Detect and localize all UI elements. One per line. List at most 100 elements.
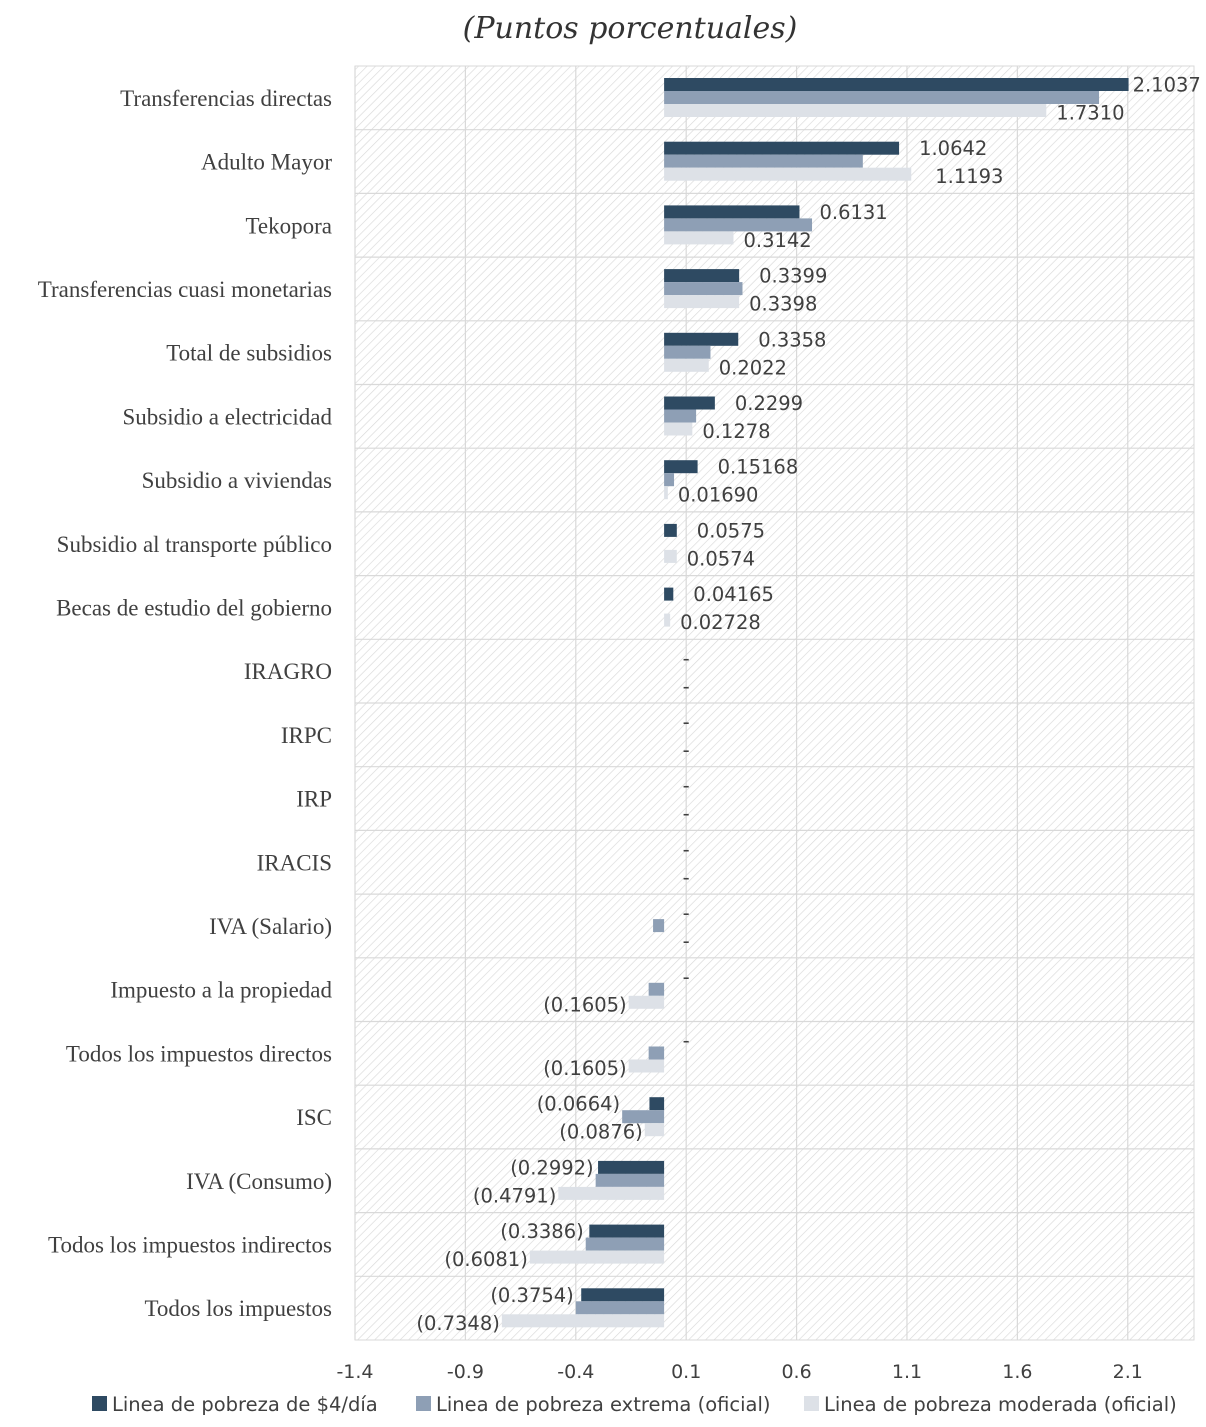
data-label: 0.0574 <box>687 547 755 570</box>
bar <box>501 1314 665 1328</box>
data-label: (0.4791) <box>473 1184 556 1207</box>
data-label: 0.02728 <box>680 611 761 634</box>
bar <box>648 982 665 996</box>
bar <box>628 1059 665 1073</box>
data-label: - <box>683 774 690 797</box>
category-label: Transferencias cuasi monetarias <box>38 277 332 302</box>
bar <box>664 549 677 563</box>
data-label: (0.2992) <box>510 1156 593 1179</box>
data-label: 0.3358 <box>758 328 826 351</box>
x-axis-ticks: -1.4 -0.9 -0.4 0.1 0.6 1.1 1.6 2.1 <box>336 1361 1142 1383</box>
category-label: IRACIS <box>257 850 332 875</box>
category-label: Total de subsidios <box>166 341 332 366</box>
data-label: 0.15168 <box>718 456 799 479</box>
category-label: Subsidio al transporte público <box>57 532 332 557</box>
data-label: 0.3399 <box>759 265 827 288</box>
data-label: (0.3754) <box>490 1284 573 1307</box>
data-label: - <box>683 711 690 734</box>
chart-subtitle: (Puntos porcentuales) <box>463 11 798 46</box>
bar <box>664 218 813 232</box>
bar <box>581 1288 665 1302</box>
data-label: (0.7348) <box>416 1312 499 1335</box>
category-label: Impuesto a la propiedad <box>110 978 332 1003</box>
legend: Linea de pobreza de $4/día Linea de pobre… <box>92 1393 1177 1416</box>
bar <box>653 919 665 933</box>
data-label: - <box>683 838 690 861</box>
category-label: IRPC <box>281 723 332 748</box>
x-tick-label: -1.4 <box>336 1361 373 1383</box>
category-label: Becas de estudio del gobierno <box>56 595 332 620</box>
category-labels: Transferencias directas Adulto Mayor Tekop… <box>38 86 333 1321</box>
data-label: 2.1037 <box>1133 74 1201 97</box>
category-label: Todos los impuestos indirectos <box>48 1232 332 1257</box>
bar <box>664 141 900 155</box>
data-label: (0.0664) <box>537 1093 620 1116</box>
data-label: 0.6131 <box>819 201 887 224</box>
bar <box>558 1186 665 1200</box>
x-tick-label: 0.6 <box>781 1361 811 1383</box>
data-label: 1.7310 <box>1056 102 1124 125</box>
data-label: - <box>683 965 690 988</box>
bar <box>664 332 739 346</box>
x-tick-label: 0.1 <box>671 1361 701 1383</box>
bar <box>664 473 675 487</box>
bar <box>664 523 677 537</box>
bar <box>644 1123 665 1137</box>
data-label: - <box>683 930 690 953</box>
bar <box>664 460 698 474</box>
bar <box>664 154 863 168</box>
category-label: Todos los impuestos directos <box>66 1041 332 1066</box>
data-label: (0.6081) <box>444 1248 527 1271</box>
bar <box>622 1110 665 1124</box>
bar <box>664 613 671 627</box>
data-label: (0.3386) <box>500 1220 583 1243</box>
category-label: ISC <box>296 1105 332 1130</box>
data-label: 1.1193 <box>935 165 1003 188</box>
bar <box>664 205 800 219</box>
gridlines <box>354 66 1194 1340</box>
x-tick-label: -0.9 <box>447 1361 484 1383</box>
data-label: (0.1605) <box>543 993 626 1016</box>
data-label: (0.0876) <box>559 1121 642 1144</box>
bar <box>664 282 743 296</box>
legend-label: Linea de pobreza extrema (oficial) <box>436 1393 771 1416</box>
data-label: 1.0642 <box>919 137 987 160</box>
data-label: 0.04165 <box>693 583 774 606</box>
data-label: - <box>683 675 690 698</box>
data-label: - <box>683 866 690 889</box>
category-label: Subsidio a viviendas <box>142 468 332 493</box>
bar <box>664 486 668 500</box>
bar <box>664 231 734 245</box>
bars <box>501 78 1129 1328</box>
data-label: 0.01690 <box>678 484 759 507</box>
bar <box>664 167 912 181</box>
category-label: IVA (Salario) <box>209 914 332 939</box>
bar <box>664 345 711 359</box>
bar <box>589 1224 665 1238</box>
category-label: Tekopora <box>245 213 332 238</box>
legend-label: Linea de pobreza moderada (oficial) <box>824 1393 1177 1416</box>
category-label: Subsidio a electricidad <box>123 404 333 429</box>
category-label: IVA (Consumo) <box>186 1169 332 1194</box>
bar <box>664 396 715 410</box>
category-label: Todos los impuestos <box>144 1296 332 1321</box>
bar <box>585 1237 665 1251</box>
bar <box>664 422 693 436</box>
bar <box>664 269 740 283</box>
bar <box>595 1173 665 1187</box>
bar <box>664 91 1100 104</box>
bar <box>664 587 674 601</box>
bar <box>664 409 697 423</box>
x-tick-label: 1.1 <box>892 1361 922 1383</box>
bar <box>598 1160 665 1174</box>
data-label: 0.3398 <box>749 293 817 316</box>
bar <box>575 1301 665 1315</box>
category-label: IRP <box>296 787 332 812</box>
data-label: - <box>683 647 690 670</box>
data-label: 0.2299 <box>735 392 803 415</box>
bar <box>664 358 709 372</box>
x-tick-label: 2.1 <box>1113 1361 1143 1383</box>
data-label: - <box>683 802 690 825</box>
x-tick-label: -0.4 <box>557 1361 594 1383</box>
data-label: - <box>683 902 690 925</box>
